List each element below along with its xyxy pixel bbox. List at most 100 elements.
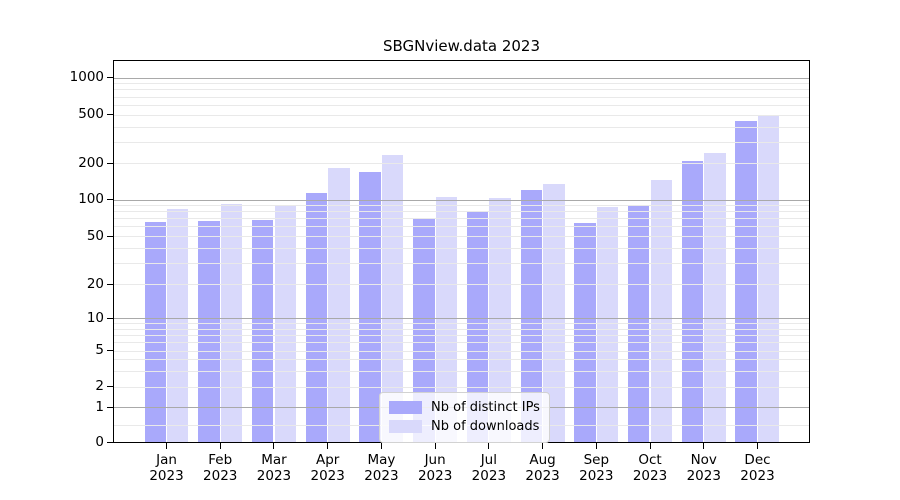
chart-title: SBGNview.data 2023 (382, 37, 541, 55)
y-tick-label-20: 20 (86, 275, 104, 292)
x-tick-year: 2023 (471, 468, 507, 484)
x-tick-year: 2023 (417, 468, 453, 484)
gridline-minor-500 (114, 114, 809, 116)
y-tick-label-1: 1 (95, 398, 104, 415)
x-tick-label-apr: Apr 2023 (300, 452, 356, 484)
x-tick-month: Apr (315, 452, 340, 468)
x-tick-month: Nov (690, 452, 717, 468)
gridline-minor-7 (114, 334, 809, 336)
y-tick-label-0: 0 (95, 433, 104, 450)
gridline-minor-4 (114, 359, 809, 361)
legend-label-distinct-ips: Nb of distinct IPs (431, 400, 540, 415)
x-tick-label-aug: Aug 2023 (515, 452, 571, 484)
gridline-minor-5 (114, 350, 809, 352)
x-tick-apr (327, 443, 329, 449)
gridline-minor-6 (114, 342, 809, 344)
y-tick-label-500: 500 (78, 106, 104, 123)
bar-distinct-ips-mar (251, 219, 274, 442)
y-tick-100 (107, 199, 113, 201)
x-tick-month: Jul (480, 452, 497, 468)
y-tick-50 (107, 235, 113, 237)
bar-downloads-jul (489, 197, 511, 442)
x-tick-year: 2023 (525, 468, 560, 484)
y-tick-10 (107, 317, 113, 319)
bar-downloads-sep (596, 207, 619, 442)
y-tick-1 (107, 406, 113, 408)
gridline-minor-400 (114, 126, 809, 128)
grid-layer (114, 61, 809, 442)
x-tick-month: Dec (744, 452, 771, 468)
x-tick-year: 2023 (203, 468, 238, 484)
x-tick-label-feb: Feb 2023 (192, 452, 248, 484)
x-tick-mar (273, 443, 275, 449)
bar-distinct-ips-dec (735, 120, 757, 442)
x-tick-year: 2023 (149, 468, 184, 484)
x-tick-oct (649, 443, 651, 449)
legend: Nb of distinct IPs Nb of downloads (379, 392, 550, 443)
x-tick-month: Jun (424, 452, 446, 468)
gridline-minor-2 (114, 386, 809, 388)
x-tick-year: 2023 (364, 468, 399, 484)
legend-label-downloads: Nb of downloads (431, 419, 540, 434)
y-tick-20 (107, 283, 113, 285)
gridline-minor-600 (114, 104, 809, 106)
gridline-minor-8 (114, 328, 809, 330)
y-tick-label-5: 5 (95, 342, 104, 359)
x-tick-jul (488, 443, 490, 449)
x-tick-label-dec: Dec 2023 (729, 452, 785, 484)
x-tick-nov (703, 443, 705, 449)
gridline-major-1000 (114, 77, 809, 79)
x-tick-label-nov: Nov 2023 (676, 452, 732, 484)
x-tick-month: Feb (208, 452, 233, 468)
bar-downloads-nov (704, 153, 726, 442)
x-tick-label-mar: Mar 2023 (246, 452, 302, 484)
y-tick-5 (107, 350, 113, 352)
bar-distinct-ips-jun (413, 218, 435, 442)
gridline-major-100 (114, 199, 809, 201)
gridline-minor-40 (114, 247, 809, 249)
y-tick-label-100: 100 (78, 191, 104, 208)
gridline-minor-700 (114, 96, 809, 98)
gridline-minor-20 (114, 284, 809, 285)
gridline-minor-80 (114, 211, 809, 213)
plot-area: Nb of distinct IPs Nb of downloads (113, 60, 810, 443)
y-tick-2 (107, 386, 113, 388)
bar-distinct-ips-jul (466, 212, 489, 442)
x-tick-year: 2023 (579, 468, 614, 484)
gridline-minor-300 (114, 141, 809, 143)
legend-swatch-distinct-ips (389, 401, 422, 414)
x-tick-month: Jan (156, 452, 177, 468)
gridline-minor-90 (114, 205, 809, 207)
x-tick-label-may: May 2023 (353, 452, 409, 484)
bar-distinct-ips-aug (520, 190, 542, 442)
gridline-minor-70 (114, 218, 809, 220)
legend-item-downloads: Nb of downloads (389, 417, 540, 436)
y-tick-label-1000: 1000 (69, 69, 104, 85)
y-tick-1000 (107, 77, 113, 78)
y-tick-label-200: 200 (78, 154, 104, 171)
x-tick-sep (595, 443, 597, 449)
legend-swatch-downloads (389, 420, 422, 433)
gridline-minor-30 (114, 262, 809, 264)
gridline-major-10 (114, 318, 809, 320)
gridline-minor-900 (114, 83, 809, 85)
y-tick-label-50: 50 (86, 227, 104, 244)
x-tick-month: Aug (529, 452, 556, 468)
bar-downloads-oct (650, 180, 673, 442)
bar-downloads-jan (167, 209, 189, 442)
bar-distinct-ips-feb (198, 220, 220, 442)
x-tick-month: Sep (583, 452, 610, 468)
x-tick-label-oct: Oct 2023 (622, 452, 678, 484)
gridline-minor-60 (114, 226, 809, 228)
x-tick-aug (542, 443, 544, 449)
x-tick-label-sep: Sep 2023 (568, 452, 624, 484)
y-tick-0 (107, 441, 113, 443)
x-tick-year: 2023 (256, 468, 292, 484)
y-tick-label-2: 2 (95, 378, 104, 395)
x-tick-year: 2023 (310, 468, 345, 484)
bar-distinct-ips-apr (305, 193, 328, 442)
gridline-minor-800 (114, 89, 809, 91)
x-tick-month: May (367, 452, 396, 468)
gridline-minor-3 (114, 370, 809, 372)
